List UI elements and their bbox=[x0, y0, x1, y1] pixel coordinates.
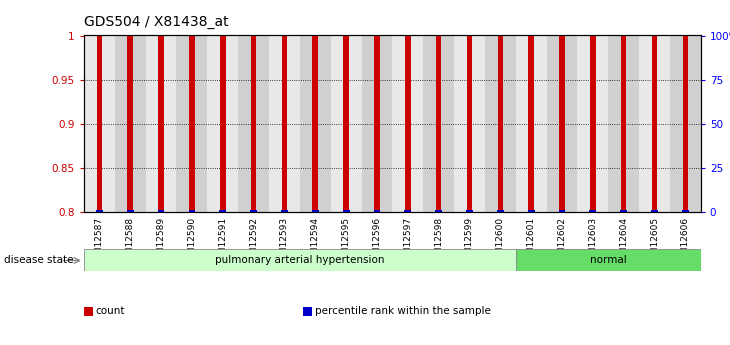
Bar bbox=[238, 34, 269, 212]
Bar bbox=[498, 36, 503, 212]
Bar bbox=[300, 34, 331, 212]
Bar bbox=[608, 34, 639, 212]
Bar bbox=[466, 36, 472, 212]
Bar bbox=[515, 249, 701, 271]
Bar bbox=[454, 34, 485, 212]
Bar bbox=[651, 209, 658, 212]
Bar bbox=[331, 34, 361, 212]
Bar bbox=[128, 36, 133, 212]
Bar bbox=[621, 36, 626, 212]
Bar bbox=[127, 209, 134, 212]
Bar bbox=[515, 34, 547, 212]
Bar bbox=[590, 36, 596, 212]
Text: pulmonary arterial hypertension: pulmonary arterial hypertension bbox=[215, 255, 385, 265]
Bar bbox=[405, 36, 410, 212]
Bar bbox=[145, 34, 177, 212]
Bar bbox=[188, 209, 196, 212]
Bar bbox=[312, 209, 319, 212]
Bar bbox=[251, 36, 256, 212]
Bar bbox=[392, 34, 423, 212]
Bar bbox=[207, 34, 238, 212]
Bar bbox=[466, 209, 473, 212]
Bar bbox=[250, 209, 257, 212]
Bar bbox=[177, 34, 207, 212]
Text: normal: normal bbox=[590, 255, 626, 265]
Bar bbox=[189, 36, 195, 212]
Bar bbox=[547, 34, 577, 212]
Bar bbox=[404, 209, 411, 212]
Text: disease state: disease state bbox=[4, 255, 73, 265]
Bar bbox=[559, 36, 565, 212]
Bar bbox=[158, 209, 164, 212]
Bar bbox=[423, 34, 454, 212]
Bar bbox=[436, 36, 442, 212]
Bar bbox=[96, 209, 103, 212]
Bar bbox=[374, 36, 380, 212]
Bar bbox=[577, 34, 608, 212]
Bar bbox=[497, 209, 504, 212]
Bar bbox=[84, 249, 515, 271]
Bar bbox=[158, 36, 164, 212]
Text: GDS504 / X81438_at: GDS504 / X81438_at bbox=[84, 15, 228, 29]
Bar bbox=[528, 209, 534, 212]
Bar bbox=[281, 209, 288, 212]
Bar bbox=[343, 36, 349, 212]
Bar bbox=[361, 34, 392, 212]
Bar bbox=[639, 34, 670, 212]
Bar bbox=[620, 209, 627, 212]
Text: count: count bbox=[96, 306, 125, 316]
Bar bbox=[282, 36, 287, 212]
Bar bbox=[342, 209, 350, 212]
Bar bbox=[115, 34, 145, 212]
Bar bbox=[269, 34, 300, 212]
Bar bbox=[682, 209, 689, 212]
Bar bbox=[219, 209, 226, 212]
Bar bbox=[374, 209, 380, 212]
Bar bbox=[529, 36, 534, 212]
Bar bbox=[683, 36, 688, 212]
Text: percentile rank within the sample: percentile rank within the sample bbox=[315, 306, 491, 316]
Bar bbox=[312, 36, 318, 212]
Bar bbox=[435, 209, 442, 212]
Bar bbox=[220, 36, 226, 212]
Bar bbox=[652, 36, 657, 212]
Bar bbox=[558, 209, 566, 212]
Bar bbox=[485, 34, 515, 212]
Bar bbox=[84, 34, 115, 212]
Bar bbox=[589, 209, 596, 212]
Bar bbox=[670, 34, 701, 212]
Bar bbox=[96, 36, 102, 212]
